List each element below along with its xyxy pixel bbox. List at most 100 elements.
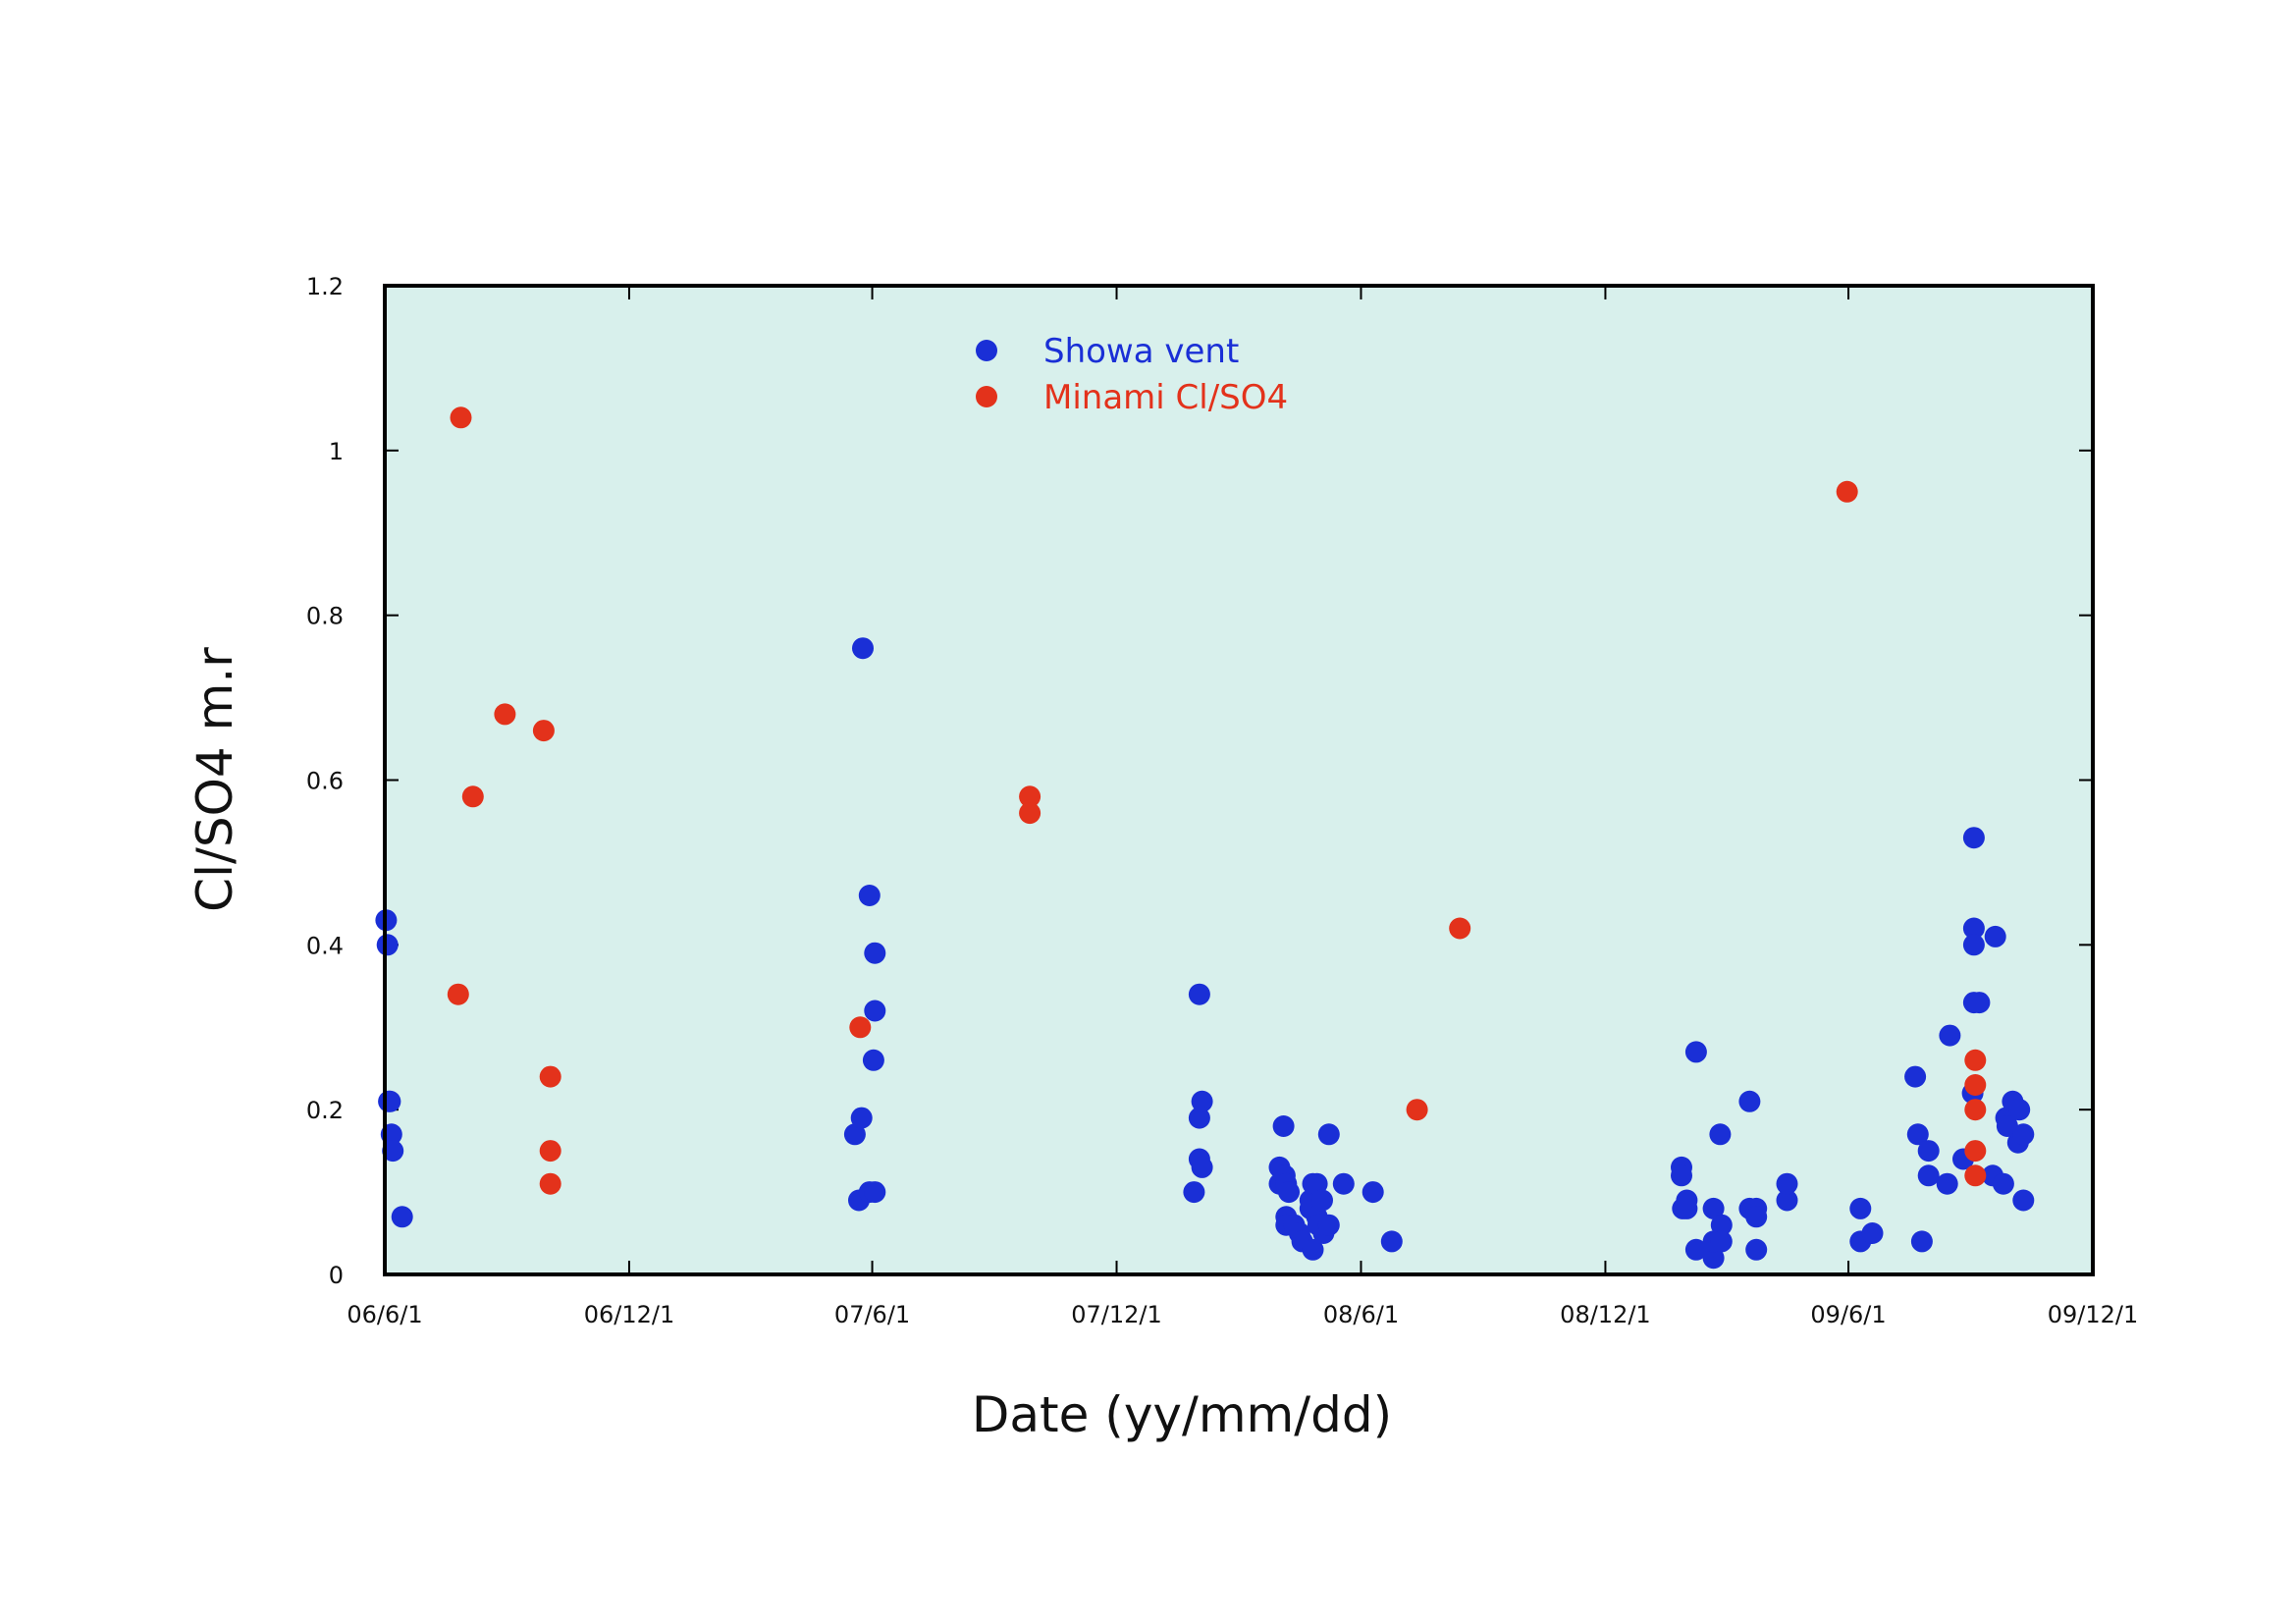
- data-point: [852, 637, 874, 660]
- x-tick-label: 09/12/1: [2048, 1301, 2139, 1328]
- data-point: [1306, 1172, 1328, 1195]
- x-tick-label: 09/6/1: [1810, 1301, 1886, 1328]
- data-point: [1188, 983, 1210, 1005]
- x-tick-label: 08/12/1: [1560, 1301, 1651, 1328]
- data-point: [1188, 1107, 1210, 1129]
- data-point: [1362, 1181, 1384, 1204]
- data-point: [1738, 1090, 1761, 1112]
- y-axis-tick-labels: 0 0.2 0.4 0.6 0.8 1 1.2: [306, 273, 344, 1289]
- data-point: [1745, 1206, 1768, 1228]
- data-point: [864, 1000, 886, 1022]
- data-point: [376, 934, 399, 956]
- data-point: [1671, 1164, 1692, 1187]
- legend-label-minami: Minami Cl/SO4: [1043, 378, 1288, 417]
- data-point: [1019, 802, 1041, 825]
- data-point: [2012, 1123, 2035, 1146]
- x-tick-label: 07/12/1: [1071, 1301, 1162, 1328]
- data-point: [850, 1107, 873, 1129]
- data-point: [862, 1049, 884, 1071]
- data-point: [1917, 1164, 1940, 1187]
- x-tick-label: 06/12/1: [584, 1301, 675, 1328]
- data-point: [1710, 1214, 1733, 1236]
- data-point: [1964, 1164, 1987, 1187]
- data-point: [1776, 1172, 1798, 1195]
- data-point: [539, 1172, 561, 1195]
- y-tick-label: 0.8: [306, 603, 344, 630]
- data-point: [1684, 1041, 1707, 1063]
- y-tick-label: 1: [329, 438, 344, 465]
- data-point: [1317, 1214, 1340, 1236]
- data-point: [1910, 1230, 1933, 1253]
- data-point: [2012, 1189, 2035, 1212]
- data-point: [539, 1140, 561, 1163]
- data-point: [391, 1206, 413, 1228]
- data-point: [1019, 785, 1041, 808]
- data-point: [1191, 1090, 1213, 1112]
- plot-frame: [383, 284, 2095, 1276]
- data-point: [1710, 1230, 1733, 1253]
- x-tick-label: 08/6/1: [1323, 1301, 1399, 1328]
- data-point: [1709, 1123, 1732, 1146]
- data-point: [382, 1140, 404, 1163]
- data-point: [1904, 1065, 1927, 1088]
- data-point: [1964, 1049, 1987, 1071]
- legend: Showa vent Minami Cl/SO4: [976, 332, 1288, 417]
- data-point: [864, 1181, 886, 1204]
- data-point: [447, 983, 469, 1005]
- data-point: [1702, 1197, 1725, 1219]
- data-point: [1836, 480, 1858, 503]
- data-point: [494, 703, 516, 726]
- data-point: [1684, 1238, 1707, 1261]
- data-point: [1272, 1115, 1295, 1137]
- data-point: [1962, 934, 1985, 956]
- data-point: [1962, 917, 1985, 940]
- data-point: [1939, 1024, 1961, 1047]
- data-point: [1906, 1123, 1929, 1146]
- data-point: [1183, 1181, 1205, 1204]
- data-point: [1380, 1230, 1403, 1253]
- data-point: [1302, 1238, 1324, 1261]
- y-tick-label: 0.2: [306, 1097, 344, 1124]
- data-point: [1996, 1115, 2018, 1137]
- data-point: [1936, 1172, 1958, 1195]
- data-point: [864, 942, 886, 964]
- data-point: [849, 1016, 872, 1039]
- y-tick-label: 0: [329, 1262, 344, 1289]
- data-point: [1984, 925, 2006, 947]
- y-tick-label: 0.6: [306, 768, 344, 795]
- data-point: [1278, 1181, 1300, 1204]
- data-point: [1449, 917, 1471, 940]
- plot-area: [385, 286, 2093, 1274]
- data-point: [1968, 992, 1991, 1014]
- data-point: [843, 1123, 866, 1146]
- data-point: [450, 406, 472, 429]
- legend-marker-showa: [976, 340, 997, 361]
- data-point: [1861, 1222, 1884, 1244]
- data-point: [1964, 1140, 1987, 1163]
- data-point: [1917, 1140, 1940, 1163]
- y-tick-label: 0.4: [306, 932, 344, 959]
- series-minami: [447, 406, 1987, 1195]
- data-point: [532, 720, 555, 742]
- data-point: [1776, 1189, 1798, 1212]
- x-tick-label: 07/6/1: [834, 1301, 910, 1328]
- x-axis-tick-labels: 06/6/1 06/12/1 07/6/1 07/12/1 08/6/1 08/12/1 0…: [347, 1301, 2138, 1328]
- series-showa-vent: [375, 637, 2035, 1270]
- y-tick-label: 1.2: [306, 273, 344, 300]
- data-point: [1702, 1247, 1725, 1270]
- data-point: [1191, 1156, 1213, 1178]
- data-point: [461, 785, 484, 808]
- data-points: [375, 406, 2035, 1270]
- x-tick-label: 06/6/1: [347, 1301, 422, 1328]
- legend-marker-minami: [976, 386, 997, 407]
- data-point: [1962, 827, 1985, 849]
- data-point: [539, 1065, 561, 1088]
- data-point: [1992, 1172, 2014, 1195]
- legend-label-showa: Showa vent: [1043, 332, 1239, 371]
- data-point: [1311, 1189, 1333, 1212]
- data-point: [1745, 1238, 1768, 1261]
- data-point: [379, 1090, 401, 1112]
- data-point: [1849, 1197, 1872, 1219]
- y-axis-title: Cl/SO4 m.r: [187, 647, 243, 912]
- data-point: [1964, 1099, 1987, 1121]
